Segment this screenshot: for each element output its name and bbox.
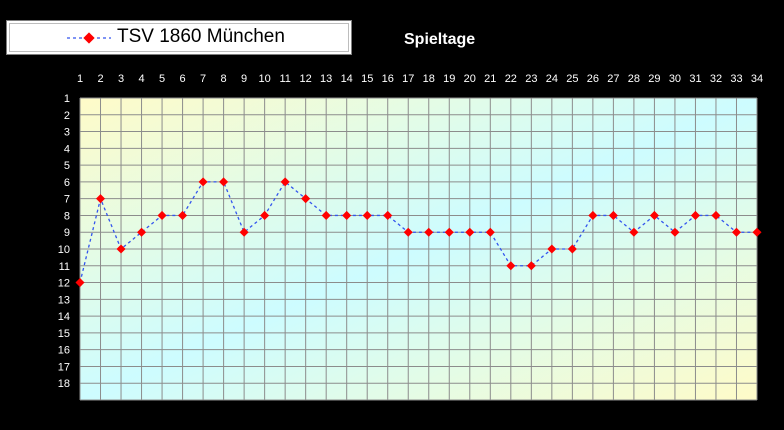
x-tick-label: 12 (300, 73, 312, 85)
y-tick-label: 7 (64, 194, 70, 206)
x-tick-label: 10 (259, 73, 271, 85)
y-tick-label: 1 (64, 93, 70, 105)
x-tick-label: 4 (138, 73, 144, 85)
data-point (75, 278, 85, 288)
x-tick-label: 32 (710, 73, 722, 85)
x-tick-label: 23 (525, 73, 537, 85)
data-point (198, 177, 208, 187)
x-tick-label: 26 (587, 73, 599, 85)
x-tick-label: 17 (402, 73, 414, 85)
data-point (526, 261, 536, 271)
x-tick-label: 22 (505, 73, 517, 85)
series-line (79, 180, 757, 283)
grid (79, 97, 758, 401)
x-tick-label: 24 (546, 73, 558, 85)
x-tick-label: 18 (423, 73, 435, 85)
x-tick-label: 5 (159, 73, 165, 85)
y-tick-label: 14 (58, 311, 70, 323)
x-tick-label: 31 (689, 73, 701, 85)
x-tick-label: 11 (279, 73, 290, 85)
x-tick-label: 15 (361, 73, 373, 85)
x-tick-label: 1 (77, 73, 83, 85)
x-tick-label: 16 (382, 73, 394, 85)
x-axis-ticks: 1 2 3 4 5 6 7 8 9 10 11 12 13 14 15 16 17 18 19 20 21 22 23 24 2… (77, 73, 763, 85)
y-tick-label: 3 (64, 127, 70, 139)
x-tick-label: 28 (628, 73, 640, 85)
chart-title: Spieltage (404, 31, 476, 48)
y-tick-label: 8 (64, 210, 70, 222)
y-tick-label: 16 (58, 345, 70, 357)
y-tick-label: 18 (58, 378, 70, 390)
data-point (424, 227, 434, 237)
x-tick-label: 2 (97, 73, 103, 85)
data-point (219, 177, 229, 187)
x-tick-label: 25 (566, 73, 578, 85)
x-tick-label: 34 (751, 73, 763, 85)
y-tick-label: 4 (64, 143, 70, 155)
legend-series-label: TSV 1860 München (117, 26, 285, 47)
data-point (465, 227, 475, 237)
y-tick-label: 11 (59, 261, 70, 273)
x-tick-label: 20 (464, 73, 476, 85)
y-tick-label: 10 (58, 244, 70, 256)
x-tick-label: 14 (341, 73, 353, 85)
y-tick-label: 15 (58, 328, 70, 340)
y-tick-label: 9 (64, 227, 70, 239)
y-tick-label: 6 (64, 177, 70, 189)
x-tick-label: 9 (241, 73, 247, 85)
x-tick-label: 33 (730, 73, 742, 85)
x-tick-label: 21 (484, 73, 496, 85)
data-point (178, 210, 188, 220)
x-tick-label: 27 (607, 73, 619, 85)
x-tick-label: 30 (669, 73, 681, 85)
data-point (342, 210, 352, 220)
x-tick-label: 7 (200, 73, 206, 85)
data-point (301, 194, 311, 204)
legend: TSV 1860 München (6, 20, 352, 55)
data-point (157, 210, 167, 220)
legend-series-symbol (67, 32, 111, 44)
data-point (383, 210, 393, 220)
y-tick-label: 13 (58, 294, 70, 306)
y-tick-label: 5 (64, 160, 70, 172)
y-tick-label: 17 (58, 361, 70, 373)
x-tick-label: 8 (221, 73, 227, 85)
data-point (116, 244, 126, 254)
x-tick-label: 13 (320, 73, 332, 85)
x-tick-label: 6 (180, 73, 186, 85)
x-tick-label: 19 (443, 73, 455, 85)
y-tick-label: 12 (58, 278, 70, 290)
x-tick-label: 29 (648, 73, 660, 85)
data-point (260, 210, 270, 220)
y-tick-label: 2 (64, 110, 70, 122)
x-tick-label: 3 (118, 73, 124, 85)
data-point (608, 210, 618, 220)
